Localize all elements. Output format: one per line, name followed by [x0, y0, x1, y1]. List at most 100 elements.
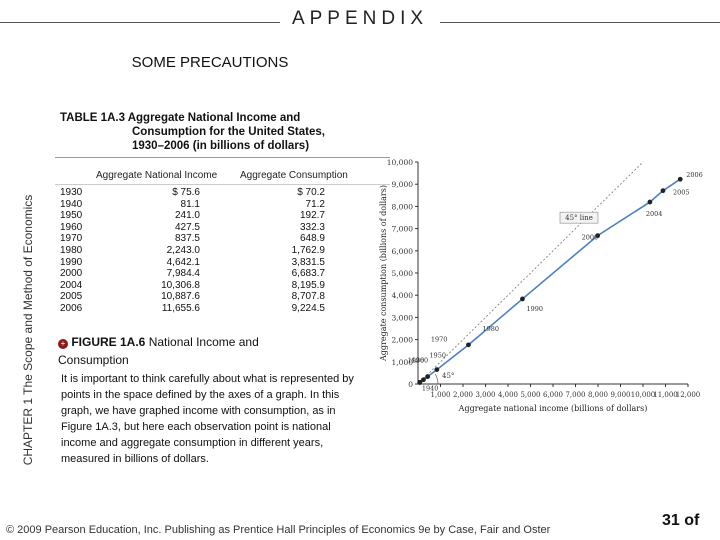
y-tick-label: 7,000	[392, 225, 414, 234]
point-label: 1940	[422, 384, 439, 392]
table-income-cell: 2,243.0	[166, 244, 200, 256]
data-point	[434, 367, 440, 372]
table-year-cell: 2000	[60, 268, 83, 280]
point-label: 2000	[582, 234, 599, 242]
figure-label: FIGURE 1A.6	[71, 335, 146, 349]
x-tick-label: 2,000	[453, 391, 473, 399]
income-consumption-chart: 01,0002,0003,0004,0005,0006,0007,0008,00…	[379, 158, 703, 413]
table-year-cell: 1990	[60, 256, 83, 268]
section-title: SOME PRECAUTIONS	[131, 54, 289, 71]
appendix-title: APPENDIX	[291, 8, 429, 29]
table-year-cell: 1950	[60, 210, 83, 222]
data-point	[660, 188, 666, 194]
title-rule-right	[440, 22, 720, 23]
y-tick-label: 4,000	[392, 291, 414, 300]
table-income-cell: 837.5	[174, 233, 200, 245]
table-income-cell: 241.0	[174, 210, 200, 222]
reference-45-line	[417, 161, 644, 385]
x-tick-label: 5,000	[520, 391, 540, 399]
table-title-line3: 1930–2006 (in billions of dollars)	[132, 140, 310, 152]
chapter-side-label: CHAPTER 1 The Scope and Method of Econom…	[21, 194, 35, 466]
reference-line-label-box	[559, 211, 599, 224]
y-tick-label: 1,000	[392, 358, 414, 367]
table-income-cell: 81.1	[180, 198, 200, 210]
point-label: 1990	[526, 305, 543, 313]
income-column: $ 75.6 81.1 241.0 427.5 837.5 2,243.0 4,642.1 7…	[130, 187, 200, 315]
y-tick-label: 3,000	[392, 313, 414, 322]
column-header-income: Aggregate National Income	[96, 170, 218, 181]
data-point	[425, 374, 431, 380]
table-consumption-cell: 3,831.5	[291, 256, 325, 268]
table-consumption-cell: 71.2	[305, 198, 325, 210]
y-tick-label: 0	[408, 380, 413, 389]
point-label: 2006	[686, 171, 703, 179]
point-label: 2005	[673, 189, 690, 197]
data-point	[677, 176, 683, 182]
x-tick-label: 1,000	[430, 391, 450, 399]
column-header-consumption: Aggregate Consumption	[240, 170, 348, 181]
y-axis-label: Aggregate consumption (billions of dolla…	[379, 185, 388, 362]
year-column: 1930 1940 1950 1960 1970 1980 1990 2000 2004 2005…	[60, 187, 82, 315]
figure-bullet-icon: +	[58, 339, 68, 349]
table-consumption-cell: 1,762.9	[291, 244, 325, 256]
data-point	[520, 296, 525, 302]
table-year-cell: 1960	[60, 221, 83, 233]
column-header-rule	[55, 184, 390, 185]
table-income-cell: 10,306.8	[161, 279, 200, 291]
y-tick-label: 5,000	[392, 269, 414, 278]
table-top-rule	[55, 157, 390, 158]
table-year-cell: 2005	[60, 291, 83, 303]
point-label: 1950	[429, 352, 446, 360]
angle-arc	[434, 373, 439, 385]
y-tick-label: 2,000	[392, 336, 414, 345]
x-tick-label: 8,000	[588, 391, 608, 399]
x-tick-label: 12,000	[676, 391, 701, 399]
reference-line-label: 45° line	[565, 214, 593, 222]
x-tick-label: 9,000	[610, 391, 630, 399]
table-year-cell: 2004	[60, 279, 83, 291]
consumption-column: $ 70.2 71.2 192.7 332.3 648.9 1,762.9 3,831.5 6…	[270, 187, 325, 315]
figure-title-part1: National Income and	[148, 335, 259, 349]
x-tick-label: 10,000	[631, 391, 656, 399]
data-point	[417, 380, 423, 385]
body-paragraph: It is important to think carefully about…	[61, 373, 354, 465]
point-label: 1960	[412, 357, 429, 365]
x-tick-label: 4,000	[498, 391, 518, 399]
table-year-cell: 2006	[60, 302, 83, 314]
point-label: 1970	[431, 336, 448, 344]
point-label: 2004	[646, 210, 663, 218]
x-tick-label: 7,000	[565, 391, 585, 399]
point-label: 1980	[482, 325, 499, 333]
page-number: 31 of	[662, 512, 700, 529]
table-title-line2: Consumption for the United States,	[132, 126, 325, 138]
x-tick-label: 11,000	[653, 391, 678, 399]
data-point	[421, 377, 426, 383]
point-label: 1930	[408, 356, 425, 364]
table-income-cell: 4,642.1	[166, 256, 200, 268]
figure-caption: + FIGURE 1A.6 National Income and Consum…	[58, 333, 358, 369]
data-point	[647, 199, 653, 205]
table-title-line1: TABLE 1A.3 Aggregate National Income and	[60, 112, 301, 124]
x-tick-label: 6,000	[543, 391, 563, 399]
table-year-cell: 1970	[60, 233, 83, 245]
figure-title-part2: Consumption	[58, 353, 129, 367]
consumption-series-line	[419, 178, 681, 384]
footer-copyright: © 2009 Pearson Education, Inc. Publishin…	[6, 524, 551, 536]
table-consumption-cell: 8,195.9	[291, 279, 325, 291]
table-year-cell: 1940	[60, 198, 83, 210]
angle-label: 45°	[442, 372, 454, 380]
table-title: TABLE 1A.3 Aggregate National Income and…	[60, 111, 390, 153]
table-consumption-cell: 192.7	[299, 210, 325, 222]
x-axis-label: Aggregate national income (billions of d…	[458, 404, 648, 413]
table-consumption-cell: 648.9	[299, 233, 325, 245]
y-tick-label: 8,000	[392, 202, 414, 211]
table-consumption-cell: 8,707.8	[291, 291, 325, 303]
y-tick-label: 10,000	[387, 158, 413, 167]
data-point	[595, 233, 601, 239]
title-rule-left	[0, 22, 280, 23]
table-income-cell: 11,655.6	[161, 302, 200, 314]
y-tick-label: 9,000	[392, 180, 414, 189]
table-consumption-cell: 6,683.7	[291, 268, 325, 280]
table-consumption-cell: $ 70.2	[297, 187, 325, 198]
table-consumption-cell: 332.3	[299, 221, 325, 233]
